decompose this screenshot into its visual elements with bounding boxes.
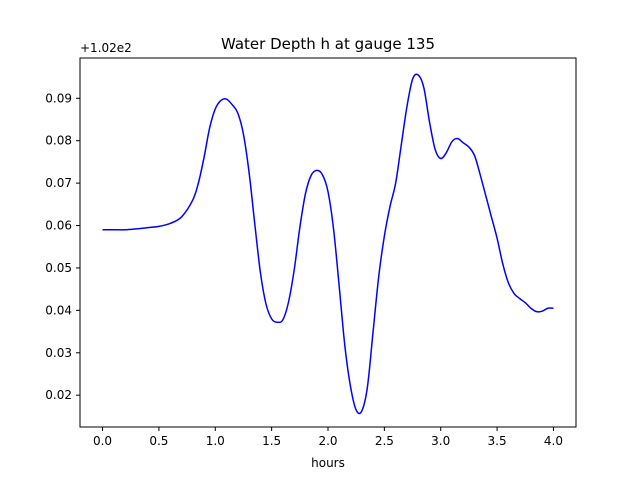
x-tick-label: 4.0 <box>544 434 563 448</box>
y-tick-label: 0.09 <box>45 91 72 105</box>
y-axis-ticks: 0.02 0.03 0.04 0.05 0.06 0.07 0.08 0.09 <box>45 91 80 402</box>
series-line-0 <box>102 73 554 415</box>
y-tick-label: 0.02 <box>45 388 72 402</box>
y-tick-label: 0.06 <box>45 219 72 233</box>
x-tick-label: 2.5 <box>375 434 394 448</box>
y-tick-label: 0.03 <box>45 346 72 360</box>
y-axis-offset-label: +1.02e2 <box>80 41 132 55</box>
x-tick-label: 0.5 <box>149 434 168 448</box>
x-tick-label: 1.5 <box>262 434 281 448</box>
plot-layer <box>102 73 554 415</box>
x-tick-label: 3.0 <box>431 434 450 448</box>
y-tick-label: 0.05 <box>45 261 72 275</box>
y-tick-label: 0.07 <box>45 176 72 190</box>
x-tick-label: 0.0 <box>93 434 112 448</box>
y-tick-label: 0.04 <box>45 303 72 317</box>
x-axis-ticks: 0.0 0.5 1.0 1.5 2.0 2.5 3.0 3.5 4.0 <box>93 427 563 448</box>
x-tick-label: 1.0 <box>206 434 225 448</box>
x-axis-label: hours <box>311 456 345 470</box>
x-tick-label: 2.0 <box>318 434 337 448</box>
y-tick-label: 0.08 <box>45 134 72 148</box>
chart-title: Water Depth h at gauge 135 <box>221 35 435 53</box>
x-tick-label: 3.5 <box>488 434 507 448</box>
